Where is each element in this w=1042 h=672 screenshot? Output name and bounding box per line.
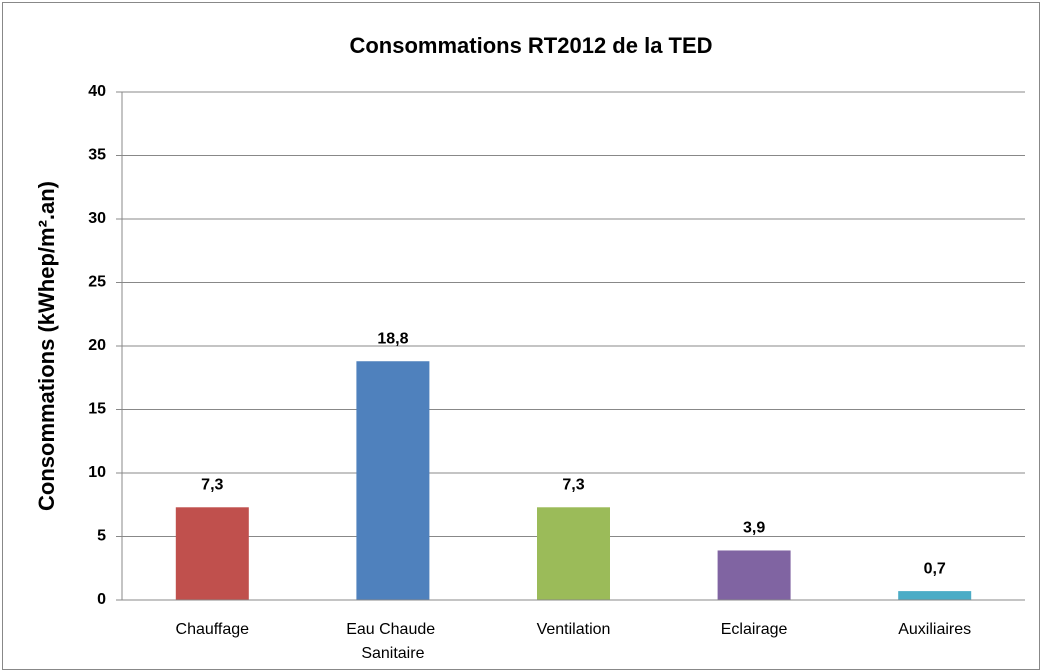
x-tick-label: Ventilation bbox=[537, 621, 611, 638]
x-tick-label: Eau Chaude Sanitaire bbox=[346, 621, 439, 662]
chart-title: Consommations RT2012 de la TED bbox=[349, 33, 712, 58]
value-label: 7,3 bbox=[201, 477, 223, 494]
value-label: 18,8 bbox=[377, 330, 408, 347]
y-tick-label: 5 bbox=[97, 528, 106, 545]
bar bbox=[356, 361, 430, 600]
x-tick-label: Chauffage bbox=[176, 621, 250, 638]
y-tick-label: 0 bbox=[97, 591, 106, 608]
y-axis-label: Consommations (kWhep/m².an) bbox=[34, 181, 59, 511]
bar bbox=[717, 550, 791, 600]
x-tick-label: Auxiliaires bbox=[898, 621, 971, 638]
value-label: 0,7 bbox=[924, 560, 946, 577]
y-tick-label: 30 bbox=[88, 210, 106, 227]
x-tick-label: Eclairage bbox=[721, 621, 788, 638]
value-label: 3,9 bbox=[743, 520, 765, 537]
bar bbox=[537, 507, 610, 600]
bar bbox=[175, 507, 249, 600]
bar bbox=[898, 591, 972, 600]
y-tick-label: 25 bbox=[88, 274, 106, 291]
y-tick-label: 15 bbox=[88, 401, 106, 418]
y-tick-label: 20 bbox=[88, 337, 106, 354]
value-label: 7,3 bbox=[562, 477, 584, 494]
y-tick-label: 10 bbox=[88, 464, 106, 481]
y-tick-label: 40 bbox=[88, 83, 106, 100]
y-tick-label: 35 bbox=[88, 147, 106, 164]
